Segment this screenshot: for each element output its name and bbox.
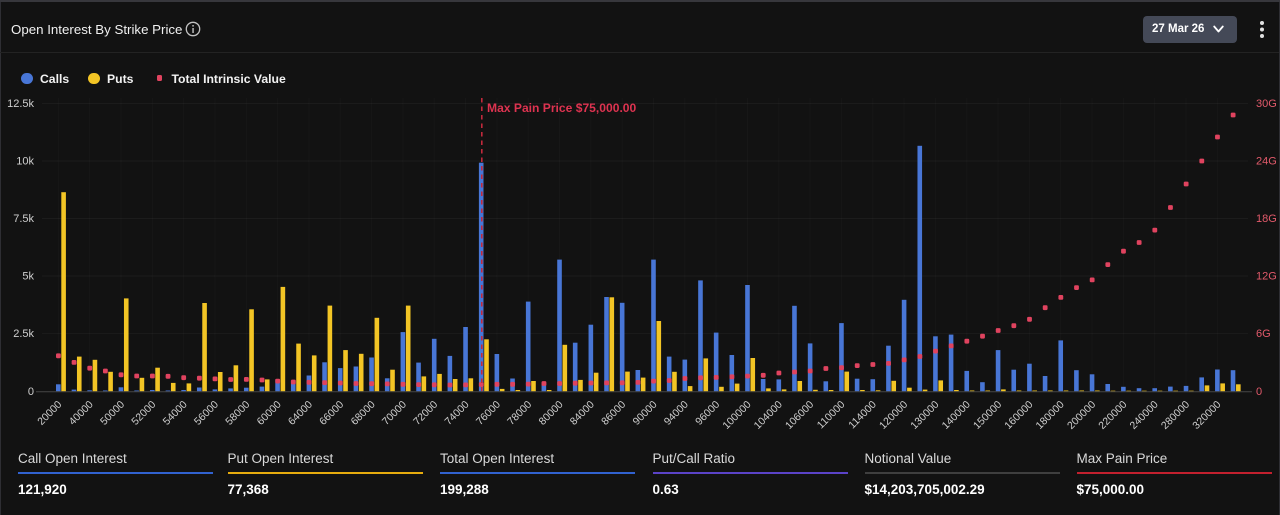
svg-text:60000: 60000	[255, 399, 284, 428]
svg-text:140000: 140000	[940, 399, 973, 432]
svg-text:80000: 80000	[536, 399, 565, 428]
svg-text:56000: 56000	[192, 399, 221, 428]
svg-text:70000: 70000	[380, 399, 409, 428]
svg-text:150000: 150000	[971, 399, 1004, 432]
svg-text:320000: 320000	[1190, 399, 1223, 432]
svg-text:72000: 72000	[411, 399, 440, 428]
svg-text:94000: 94000	[662, 399, 691, 428]
svg-text:6G: 6G	[1256, 328, 1271, 340]
svg-text:0: 0	[1256, 386, 1262, 398]
svg-text:10k: 10k	[16, 156, 34, 168]
svg-text:114000: 114000	[846, 399, 879, 432]
svg-text:50000: 50000	[98, 399, 127, 428]
svg-text:130000: 130000	[908, 399, 941, 432]
svg-text:2.5k: 2.5k	[13, 328, 34, 340]
svg-text:180000: 180000	[1034, 399, 1067, 432]
svg-text:58000: 58000	[223, 399, 252, 428]
svg-text:66000: 66000	[317, 399, 346, 428]
svg-text:5k: 5k	[22, 271, 34, 283]
svg-text:160000: 160000	[1002, 399, 1035, 432]
svg-text:64000: 64000	[286, 399, 315, 428]
svg-text:0: 0	[28, 386, 34, 398]
svg-text:120000: 120000	[877, 399, 910, 432]
svg-text:74000: 74000	[442, 399, 471, 428]
svg-text:52000: 52000	[129, 399, 158, 428]
svg-text:7.5k: 7.5k	[13, 213, 34, 225]
svg-text:78000: 78000	[505, 399, 534, 428]
svg-text:24G: 24G	[1256, 156, 1277, 168]
svg-text:84000: 84000	[568, 399, 597, 428]
svg-text:220000: 220000	[1096, 399, 1129, 432]
svg-text:200000: 200000	[1065, 399, 1098, 432]
svg-text:86000: 86000	[599, 399, 628, 428]
svg-text:40000: 40000	[67, 399, 96, 428]
svg-text:90000: 90000	[630, 399, 659, 428]
svg-text:12.5k: 12.5k	[7, 98, 34, 110]
svg-text:240000: 240000	[1128, 399, 1161, 432]
svg-text:280000: 280000	[1159, 399, 1192, 432]
svg-text:76000: 76000	[474, 399, 503, 428]
svg-text:20000: 20000	[35, 399, 64, 428]
svg-text:18G: 18G	[1256, 213, 1277, 225]
svg-text:106000: 106000	[783, 399, 816, 432]
svg-text:110000: 110000	[815, 399, 848, 432]
svg-text:12G: 12G	[1256, 271, 1277, 283]
svg-text:96000: 96000	[693, 399, 722, 428]
svg-text:100000: 100000	[720, 399, 753, 432]
svg-text:68000: 68000	[349, 399, 378, 428]
svg-text:54000: 54000	[161, 399, 190, 428]
svg-text:30G: 30G	[1256, 98, 1277, 110]
svg-text:Max Pain Price $75,000.00: Max Pain Price $75,000.00	[487, 101, 637, 115]
svg-text:104000: 104000	[752, 399, 785, 432]
